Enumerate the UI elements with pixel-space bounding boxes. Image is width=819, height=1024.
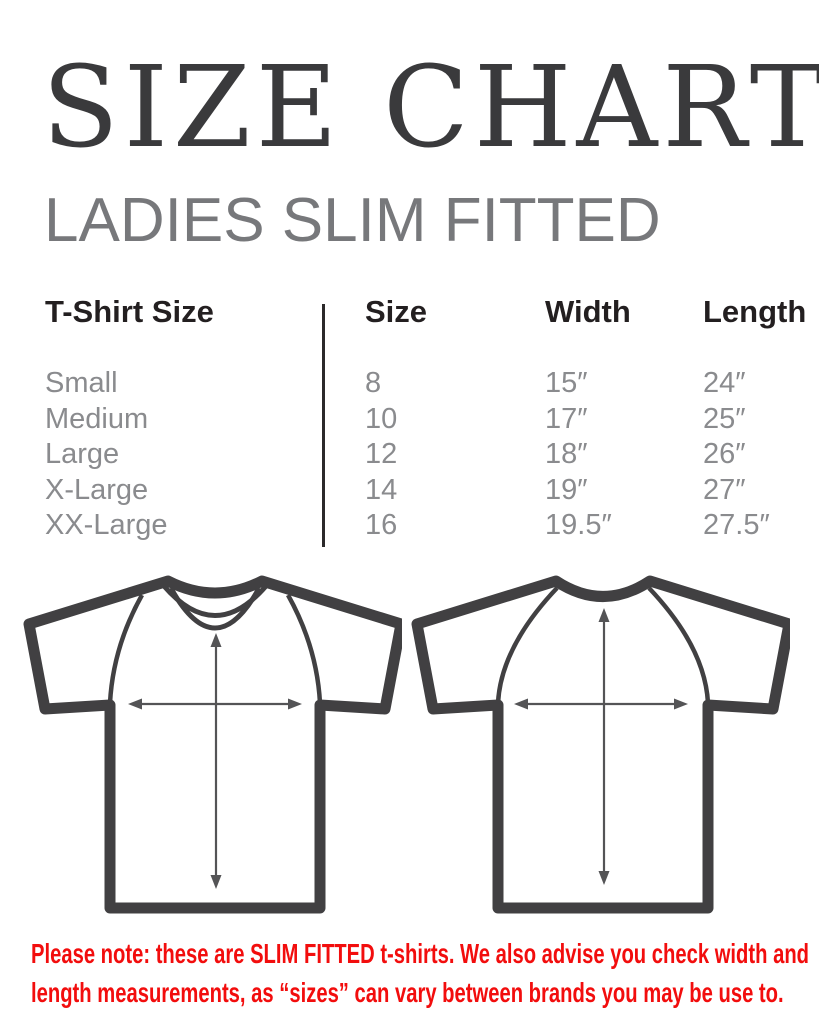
size-label-cell: Small bbox=[45, 367, 118, 399]
page-subtitle: LADIES SLIM FITTED bbox=[44, 186, 661, 255]
length-measurement-arrow bbox=[598, 608, 610, 885]
tshirt-front-icon bbox=[23, 575, 402, 914]
size-label-cell: Large bbox=[45, 438, 120, 471]
armhole-seam-left bbox=[495, 586, 559, 704]
size-value-cell: 12 bbox=[365, 438, 398, 471]
width-value-cell: 15″ bbox=[545, 367, 588, 399]
column-header-length: Length bbox=[703, 294, 807, 329]
length-value-cell: 25″ bbox=[703, 402, 746, 435]
size-label-cell: Medium bbox=[45, 402, 149, 435]
size-label-cell: X-Large bbox=[45, 473, 149, 506]
column-header-size: Size bbox=[365, 294, 428, 329]
size-value-cell: 16 bbox=[365, 509, 398, 542]
size-value-cell: 14 bbox=[365, 473, 398, 506]
length-value-cell: 26″ bbox=[703, 438, 746, 471]
armhole-seam-right bbox=[286, 593, 323, 704]
width-column: Width 15″ 17″ 18″ 19″ 19.5″ bbox=[545, 292, 703, 544]
armhole-seam-right bbox=[647, 586, 711, 704]
length-value-cell: 27″ bbox=[703, 473, 746, 506]
width-measurement-arrow bbox=[514, 698, 688, 710]
length-column: Length 24″ 25″ 26″ 27″ 27.5″ bbox=[703, 292, 806, 544]
length-value-cell: 27.5″ bbox=[703, 509, 770, 542]
page-title: SIZE CHART bbox=[42, 43, 819, 173]
width-value-cell: 19″ bbox=[545, 473, 588, 506]
size-label-cell: XX-Large bbox=[45, 509, 168, 542]
width-value-cell: 18″ bbox=[545, 438, 588, 471]
tshirt-back-icon bbox=[411, 575, 790, 914]
note-line-2: length measurements, as “sizes” can vary… bbox=[31, 977, 784, 1008]
note-line-1: Please note: these are SLIM FITTED t-shi… bbox=[31, 938, 810, 969]
size-value-cell: 10 bbox=[365, 402, 398, 435]
collar-inner-arc bbox=[169, 587, 261, 631]
table-divider bbox=[322, 304, 325, 547]
column-header-tshirt-size: T-Shirt Size bbox=[45, 294, 214, 329]
note-text: Please note: these are SLIM FITTED t-shi… bbox=[31, 934, 819, 1012]
width-value-cell: 19.5″ bbox=[545, 509, 612, 542]
column-header-width: Width bbox=[545, 294, 631, 329]
size-table: T-Shirt Size Small Medium Large X-Large … bbox=[45, 292, 806, 547]
length-measurement-arrow bbox=[210, 633, 222, 889]
tshirt-size-column: T-Shirt Size Small Medium Large X-Large … bbox=[45, 292, 365, 544]
width-measurement-arrow bbox=[128, 698, 302, 710]
length-value-cell: 24″ bbox=[703, 367, 746, 399]
armhole-seam-left bbox=[107, 593, 144, 704]
size-number-column: Size 8 10 12 14 16 bbox=[365, 292, 545, 544]
size-value-cell: 8 bbox=[365, 367, 382, 399]
width-value-cell: 17″ bbox=[545, 402, 588, 435]
